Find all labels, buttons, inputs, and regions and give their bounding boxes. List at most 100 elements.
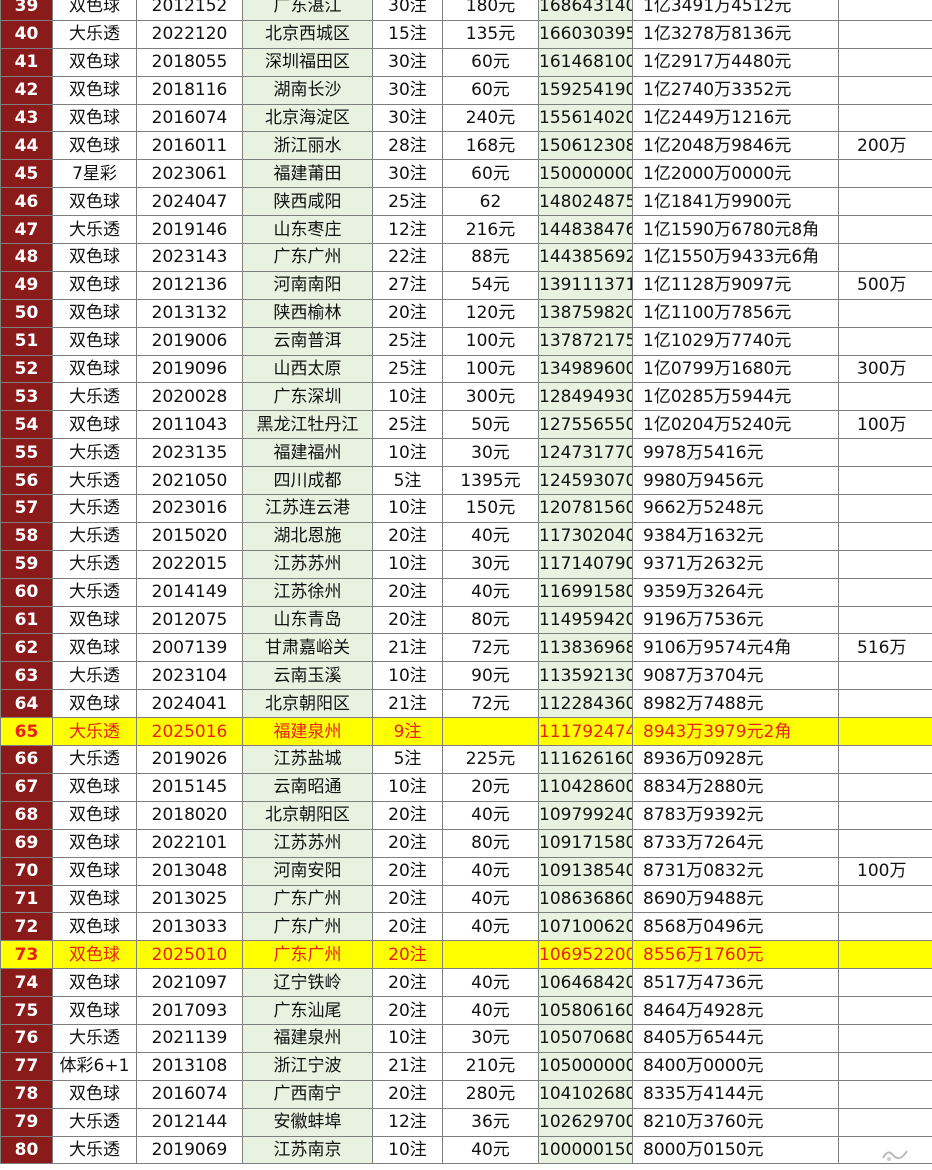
bet-count-cell: 20注	[372, 298, 443, 328]
location-cell: 广东广州	[242, 884, 373, 914]
rank-cell: 54	[0, 410, 53, 440]
rank-cell: 48	[0, 243, 53, 272]
bet-count-cell: 25注	[372, 354, 443, 384]
extra-amount-cell	[838, 438, 932, 468]
table-row: 56 大乐透 2021050 四川成都 5注 1395元 124593070 9980万945…	[0, 466, 932, 496]
table-row: 48 双色球 2023143 广东广州 22注 88元 144385692 1亿1550万94…	[0, 243, 932, 272]
extra-amount-cell	[838, 326, 932, 356]
prize-amount-cell: 139111371	[538, 270, 633, 300]
table-row: 64 双色球 2024041 北京朝阳区 21注 72元 112284360 8982万748…	[0, 689, 932, 719]
cost-cell: 72元	[442, 689, 539, 719]
table-row: 63 大乐透 2023104 云南玉溪 10注 90元 113592130 9087万3704…	[0, 661, 932, 691]
extra-amount-cell	[838, 884, 932, 914]
extra-amount-cell	[838, 940, 932, 970]
bet-count-cell: 20注	[372, 968, 443, 998]
extra-amount-cell	[838, 19, 932, 49]
prize-amount-cell: 104102680	[538, 1079, 633, 1109]
bet-count-cell: 21注	[372, 1051, 443, 1081]
cost-cell: 240元	[442, 103, 539, 133]
extra-amount-cell	[838, 103, 932, 133]
lottery-type-cell: 大乐透	[52, 1135, 137, 1165]
bet-count-cell: 20注	[372, 577, 443, 607]
bet-count-cell: 9注	[372, 717, 443, 747]
table-row: 52 双色球 2019096 山西太原 25注 100元 134989600 1亿0799万1…	[0, 354, 932, 384]
location-cell: 北京朝阳区	[242, 689, 373, 719]
issue-number-cell: 2023143	[136, 243, 243, 272]
cost-cell: 30元	[442, 1023, 539, 1053]
location-cell: 河南南阳	[242, 270, 373, 300]
extra-amount-cell	[838, 717, 932, 747]
extra-amount-cell	[838, 996, 932, 1025]
prize-amount-cell: 166030395	[538, 19, 633, 49]
table-row: 77 体彩6+1 2013108 浙江宁波 21注 210元 105000000 8400万0…	[0, 1051, 932, 1081]
prize-amount-cn-cell: 8943万3979元2角	[632, 717, 839, 747]
issue-number-cell: 2025016	[136, 717, 243, 747]
location-cell: 福建福州	[242, 438, 373, 468]
lottery-type-cell: 双色球	[52, 298, 137, 328]
issue-number-cell: 2019146	[136, 215, 243, 245]
lottery-type-cell: 大乐透	[52, 382, 137, 412]
rank-cell: 75	[0, 996, 53, 1025]
prize-amount-cn-cell: 9980万9456元	[632, 466, 839, 496]
lottery-type-cell: 双色球	[52, 410, 137, 440]
rank-cell: 56	[0, 466, 53, 496]
issue-number-cell: 2012152	[136, 0, 243, 21]
extra-amount-cell: 100万	[838, 856, 932, 886]
location-cell: 甘肃嘉峪关	[242, 633, 373, 663]
location-cell: 北京西城区	[242, 19, 373, 49]
prize-amount-cell: 106952200	[538, 940, 633, 970]
prize-amount-cn-cell: 9359万3264元	[632, 577, 839, 607]
extra-amount-cell: 300万	[838, 354, 932, 384]
table-row: 53 大乐透 2020028 广东深圳 10注 300元 128494930 1亿0285万5…	[0, 382, 932, 412]
table-row: 80 大乐透 2019069 江苏南京 10注 40元 100000150 8000万0150…	[0, 1135, 932, 1165]
prize-amount-cell: 155614020	[538, 103, 633, 133]
bet-count-cell: 20注	[372, 996, 443, 1025]
rank-cell: 61	[0, 605, 53, 635]
prize-amount-cell: 112284360	[538, 689, 633, 719]
bet-count-cell: 25注	[372, 326, 443, 356]
bet-count-cell: 10注	[372, 1023, 443, 1053]
prize-amount-cn-cell: 8733万7264元	[632, 828, 839, 858]
prize-amount-cn-cell: 9087万3704元	[632, 661, 839, 691]
rank-cell: 69	[0, 828, 53, 858]
cost-cell: 150元	[442, 494, 539, 523]
prize-amount-cn-cell: 8400万0000元	[632, 1051, 839, 1081]
prize-amount-cell: 120781560	[538, 494, 633, 523]
bet-count-cell: 10注	[372, 661, 443, 691]
prize-amount-cell: 105000000	[538, 1051, 633, 1081]
prize-amount-cn-cell: 9662万5248元	[632, 494, 839, 523]
prize-amount-cn-cell: 1亿1128万9097元	[632, 270, 839, 300]
issue-number-cell: 2023104	[136, 661, 243, 691]
lottery-type-cell: 双色球	[52, 0, 137, 21]
lottery-type-cell: 大乐透	[52, 745, 137, 774]
prize-amount-cell: 138759820	[538, 298, 633, 328]
location-cell: 云南玉溪	[242, 661, 373, 691]
extra-amount-cell: 500万	[838, 270, 932, 300]
lottery-type-cell: 大乐透	[52, 521, 137, 551]
cost-cell: 40元	[442, 968, 539, 998]
prize-amount-cn-cell: 1亿1100万7856元	[632, 298, 839, 328]
cost-cell: 120元	[442, 298, 539, 328]
extra-amount-cell	[838, 159, 932, 189]
issue-number-cell: 2024041	[136, 689, 243, 719]
cost-cell: 30元	[442, 438, 539, 468]
cost-cell: 50元	[442, 410, 539, 440]
issue-number-cell: 2015020	[136, 521, 243, 551]
lottery-type-cell: 双色球	[52, 856, 137, 886]
prize-amount-cn-cell: 8000万0150元	[632, 1135, 839, 1165]
location-cell: 山东枣庄	[242, 215, 373, 245]
bet-count-cell: 15注	[372, 19, 443, 49]
rank-cell: 76	[0, 1023, 53, 1053]
extra-amount-cell	[838, 494, 932, 523]
lottery-type-cell: 双色球	[52, 131, 137, 161]
rank-cell: 57	[0, 494, 53, 523]
rank-cell: 63	[0, 661, 53, 691]
bet-count-cell: 30注	[372, 47, 443, 77]
prize-amount-cell: 107100620	[538, 912, 633, 942]
location-cell: 浙江宁波	[242, 1051, 373, 1081]
prize-amount-cn-cell: 9371万2632元	[632, 549, 839, 579]
cost-cell: 62	[442, 187, 539, 217]
prize-amount-cell: 144385692	[538, 243, 633, 272]
location-cell: 北京海淀区	[242, 103, 373, 133]
